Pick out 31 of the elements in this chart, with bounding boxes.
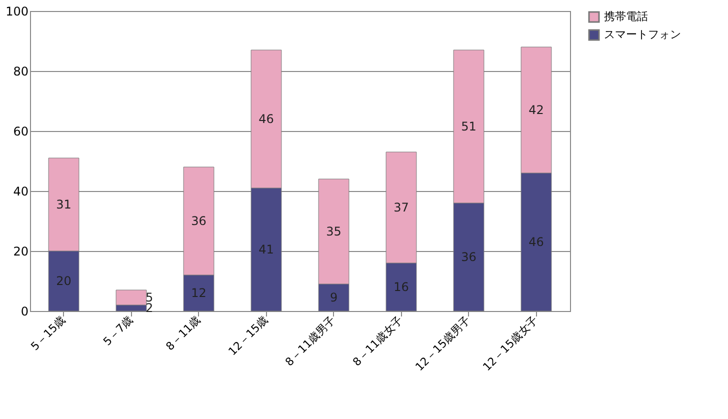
data-label: 37: [394, 200, 409, 214]
data-label: 51: [461, 120, 476, 134]
data-label: 41: [258, 242, 274, 256]
data-label: 31: [56, 198, 72, 212]
y-tick-label: 100: [6, 4, 28, 18]
y-tick-label: 0: [20, 304, 28, 318]
y-tick-label: 80: [13, 64, 28, 78]
data-label: 16: [394, 280, 409, 294]
data-label: 46: [258, 112, 274, 126]
y-tick-label: 40: [13, 184, 28, 198]
x-tick-label: 12－15歳男子: [412, 314, 473, 374]
x-tick-label: 8－11歳女子: [350, 314, 406, 369]
x-tick-label: 8－11歳男子: [282, 314, 338, 369]
data-label: 20: [56, 274, 72, 288]
data-label: 36: [461, 250, 476, 264]
data-label: 46: [528, 235, 544, 249]
legend-label: 携帯電話: [604, 10, 648, 23]
x-tick-label: 5－15歳: [28, 314, 68, 354]
data-label: 42: [528, 103, 544, 117]
x-tick-label: 5－7歳: [100, 314, 136, 348]
y-tick-label: 20: [13, 244, 28, 258]
data-label: 12: [191, 286, 206, 300]
data-label: 9: [330, 290, 338, 304]
data-label: 36: [191, 214, 206, 228]
data-label: 5: [145, 290, 154, 304]
legend-label: スマートフォン: [604, 28, 681, 41]
data-label: 35: [326, 224, 342, 238]
x-tick-label: 12－15歳: [226, 314, 270, 358]
x-tick-label: 12－15歳女子: [480, 314, 540, 374]
y-tick-label: 60: [13, 124, 28, 138]
x-tick-label: 8－11歳: [163, 314, 203, 354]
